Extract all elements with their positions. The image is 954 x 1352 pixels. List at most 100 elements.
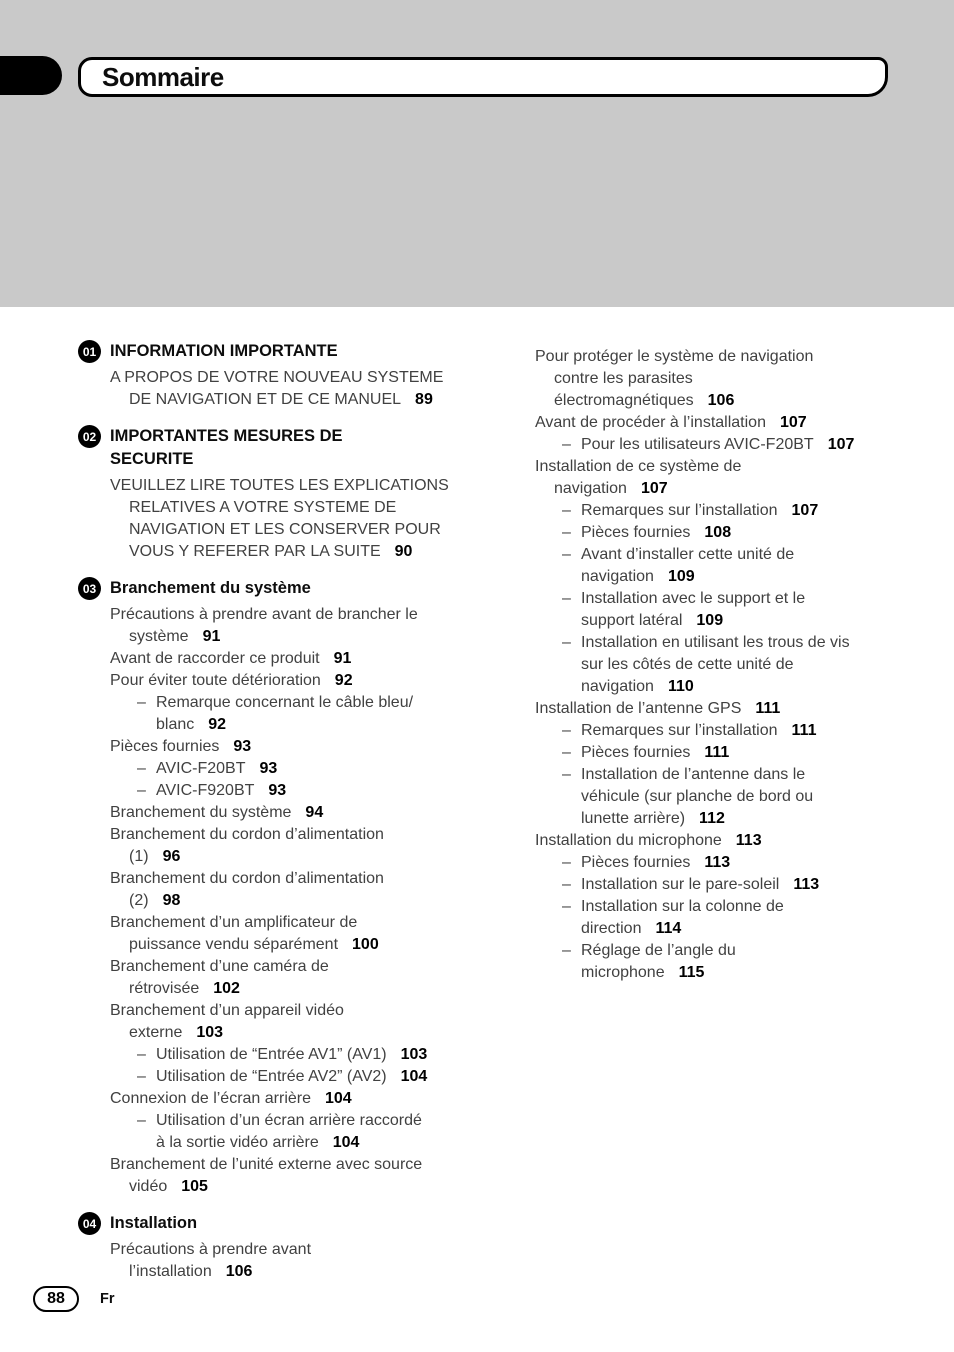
toc-entry-text: Pièces fournies	[581, 524, 691, 541]
dash-marker: –	[562, 502, 571, 519]
toc-entry-text: Installation sur la colonne de direction	[581, 898, 784, 937]
section-title: Installation	[110, 1214, 198, 1232]
toc-entry: A PROPOS DE VOTRE NOUVEAU SYSTEME DE NAV…	[110, 367, 460, 411]
dash-marker: –	[562, 546, 571, 563]
dash-marker: –	[562, 876, 571, 893]
toc-entry-text: Installation avec le support et le suppo…	[581, 590, 806, 629]
toc-entry-page: 113	[704, 854, 731, 871]
toc-entry-text: Pièces fournies	[581, 854, 691, 871]
section-number-badge: 02	[78, 425, 101, 448]
toc-entry-page: 104	[400, 1068, 428, 1085]
toc-entry-text: Pièces fournies	[581, 744, 691, 761]
toc-entry-page: 109	[696, 612, 724, 629]
language-label: Fr	[100, 1291, 115, 1307]
toc-entry-page: 106	[707, 392, 735, 409]
dash-marker: –	[562, 744, 571, 761]
section-number-badge: 01	[78, 340, 101, 363]
dash-marker: –	[137, 1112, 146, 1129]
toc-entry-page: 113	[735, 832, 762, 849]
toc-entry: Avant de raccorder ce produit 91	[110, 648, 460, 670]
toc-entry-text: Installation sur le pare-soleil	[581, 876, 780, 893]
toc-entry: Pièces fournies 93	[110, 736, 460, 758]
dash-marker: –	[562, 524, 571, 541]
toc-column-2: Pour protéger le système de navigation c…	[503, 340, 885, 1283]
toc-entry-text: Réglage de l’angle du microphone	[581, 942, 736, 981]
toc-entry: – Installation sur le pare-soleil 113	[535, 874, 885, 896]
dash-marker: –	[137, 694, 146, 711]
toc-entry-text: Branchement du système	[110, 804, 292, 821]
toc-entry: – Utilisation de “Entrée AV1” (AV1) 103	[110, 1044, 460, 1066]
toc-entry-text: A PROPOS DE VOTRE NOUVEAU SYSTEME DE NAV…	[110, 369, 444, 408]
toc-entry-page: 92	[334, 672, 353, 689]
toc-entry: – AVIC-F920BT 93	[110, 780, 460, 802]
toc-entry-text: Installation de l’antenne dans le véhicu…	[581, 766, 814, 827]
toc-entry: Branchement d’une caméra de rétrovisée 10…	[110, 956, 460, 1000]
section-title: INFORMATION IMPORTANTE	[110, 342, 338, 360]
toc-entry-text: Avant de raccorder ce produit	[110, 650, 320, 667]
toc-entry-text: VEUILLEZ LIRE TOUTES LES EXPLICATIONS RE…	[110, 477, 449, 560]
toc-entry: Pour éviter toute détérioration 92	[110, 670, 460, 692]
toc-entry-page: 113	[793, 876, 820, 893]
footer: 88 Fr	[33, 1286, 115, 1312]
toc-entry-page: 107	[779, 414, 807, 431]
toc-entry: – Utilisation d’un écran arrière raccordé…	[110, 1110, 460, 1154]
toc-entry-page: 90	[394, 543, 413, 560]
toc-entry: Branchement du système 94	[110, 802, 460, 824]
toc-entry: Précautions à prendre avant l’installati…	[110, 1239, 460, 1283]
toc-entry-text: AVIC-F20BT	[156, 760, 246, 777]
toc-entry-text: Branchement d’un amplificateur de puissa…	[110, 914, 358, 953]
toc-entry-text: Utilisation de “Entrée AV1” (AV1)	[156, 1046, 387, 1063]
toc-entry: Connexion de l’écran arrière 104	[110, 1088, 460, 1110]
toc-entry-text: Avant d’installer cette unité de navigat…	[581, 546, 795, 585]
toc-entry-page: 96	[162, 848, 181, 865]
dash-marker: –	[562, 722, 571, 739]
toc-entry-page: 104	[332, 1134, 360, 1151]
toc-entry-page: 109	[667, 568, 695, 585]
toc-entry-text: AVIC-F920BT	[156, 782, 255, 799]
toc-entry: – Remarque concernant le câble bleu/ blan…	[110, 692, 460, 736]
toc-entry-page: 103	[196, 1024, 224, 1041]
toc-entry: Précautions à prendre avant de brancher …	[110, 604, 460, 648]
toc-entry: Pour protéger le système de navigation c…	[535, 346, 885, 412]
toc-entry-text: Installation de ce système de navigation	[535, 458, 742, 497]
toc-entry-text: Branchement du cordon d’alimentation (1)	[110, 826, 384, 865]
page-number-badge: 88	[33, 1286, 79, 1312]
header-edge-tab	[0, 56, 62, 95]
section-number-badge: 04	[78, 1212, 101, 1235]
toc-entry: – Pièces fournies 108	[535, 522, 885, 544]
toc-entry-page: 94	[305, 804, 324, 821]
dash-marker: –	[562, 634, 571, 651]
header-title-box: Sommaire	[78, 57, 888, 97]
toc-entry-page: 104	[325, 1090, 352, 1107]
toc-entry: – Réglage de l’angle du microphone 115	[535, 940, 885, 984]
toc-entry-page: 91	[202, 628, 221, 645]
toc-entry-page: 107	[640, 480, 668, 497]
toc-entry: – Remarques sur l’installation 111	[535, 720, 885, 742]
toc-entry-page: 102	[213, 980, 240, 997]
dash-marker: –	[562, 436, 571, 453]
toc-entry-text: Pour protéger le système de navigation c…	[535, 348, 814, 409]
toc-entry-text: Branchement d’une caméra de rétrovisée	[110, 958, 329, 997]
toc-entry: – Installation en utilisant les trous de …	[535, 632, 885, 698]
toc-entry-text: Branchement de l’unité externe avec sour…	[110, 1156, 423, 1195]
toc-entry: Installation de ce système de navigation…	[535, 456, 885, 500]
toc-entry: Branchement d’un appareil vidéo externe 1…	[110, 1000, 460, 1044]
toc-entry-page: 89	[415, 391, 433, 408]
toc-entry: – Remarques sur l’installation 107	[535, 500, 885, 522]
toc-section-heading: 01 INFORMATION IMPORTANTE	[78, 340, 460, 363]
toc-entry-text: Pour les utilisateurs AVIC-F20BT	[581, 436, 814, 453]
toc-entry-text: Remarques sur l’installation	[581, 502, 778, 519]
toc-entry: – Installation de l’antenne dans le véhic…	[535, 764, 885, 830]
toc-entry-page: 107	[791, 502, 819, 519]
toc-entry: – Utilisation de “Entrée AV2” (AV2) 104	[110, 1066, 460, 1088]
toc-entry: Installation du microphone 113	[535, 830, 885, 852]
toc-entry-page: 92	[208, 716, 227, 733]
section-title: IMPORTANTES MESURES DE SECURITE	[110, 427, 343, 468]
dash-marker: –	[137, 782, 146, 799]
toc-entry: Installation de l’antenne GPS 111	[535, 698, 885, 720]
toc-entry: – Installation avec le support et le supp…	[535, 588, 885, 632]
toc-entry-page: 93	[268, 782, 287, 799]
toc-entry: – Pièces fournies 113	[535, 852, 885, 874]
toc-entry-page: 110	[667, 678, 694, 695]
toc-entry-page: 93	[233, 738, 252, 755]
